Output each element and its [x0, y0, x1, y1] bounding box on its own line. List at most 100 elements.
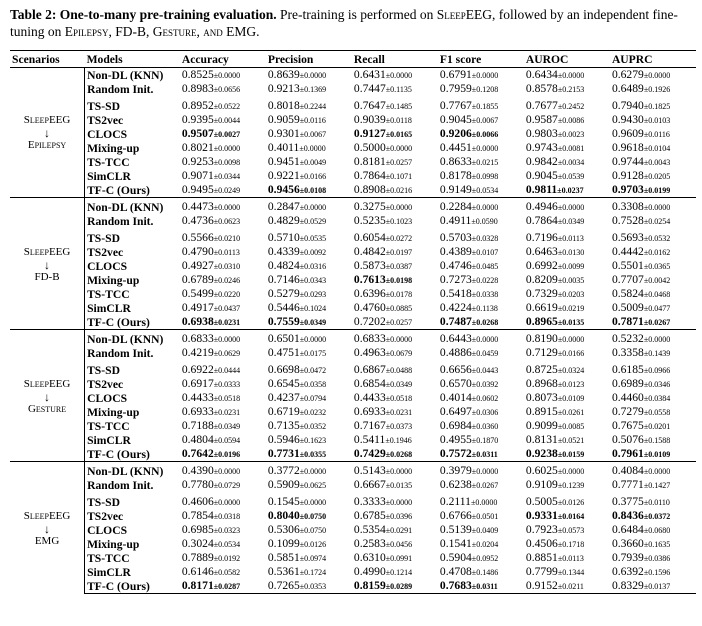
table-row: TF-C (Ours) 0.8171±0.0287 0.7265±0.0353 0.8… [10, 579, 696, 594]
metric-mean: 0.5851 [267, 551, 300, 564]
table-row: Random Init. 0.8983±0.0656 0.9213±0.1369 0.… [10, 82, 696, 96]
std-value: 0.0267 [476, 481, 499, 490]
plus-minus-symbol: ± [299, 526, 305, 535]
std-value: 0.0107 [476, 248, 499, 257]
metric-cell: 0.5143±0.0000 [351, 461, 438, 478]
metric-std: ±0.0885 [386, 304, 412, 313]
scenario-source: SleepEEG [23, 509, 71, 522]
metric-mean: 0.9618 [611, 141, 644, 154]
metric-std: ±0.1486 [472, 568, 498, 577]
metric-cell: 0.8908±0.0216 [352, 183, 438, 198]
table-row: TF-C (Ours) 0.6938±0.0231 0.7559±0.0349 0.7… [10, 315, 696, 330]
metric-cell: 0.7329±0.0203 [524, 287, 610, 301]
std-value: 0.0000 [648, 71, 671, 80]
metric-mean: 0.5418 [439, 287, 472, 300]
metric-cell: 0.9099±0.0085 [524, 419, 610, 433]
std-value: 0.0135 [390, 481, 413, 490]
std-value: 0.0000 [390, 71, 413, 80]
metric-mean: 0.6938 [181, 315, 214, 328]
metric-mean: 0.6463 [525, 245, 558, 258]
metric-mean: 0.8525 [181, 68, 214, 81]
metric-std: ±0.0000 [644, 71, 670, 80]
metric-cell: 0.6431±0.0000 [352, 68, 438, 83]
metric-mean: 0.7642 [181, 447, 214, 460]
std-value: 0.0392 [476, 380, 499, 389]
metric-std: ±0.0159 [558, 450, 584, 459]
model-name: CLOCS [87, 391, 128, 405]
std-value: 0.0237 [561, 186, 584, 195]
std-value: 0.0232 [304, 408, 327, 417]
scenario-target: FD-B [34, 270, 60, 283]
metric-mean: 0.2847 [267, 200, 300, 213]
metric-cell: 0.3775±0.0110 [610, 492, 696, 509]
std-value: 0.0261 [562, 408, 585, 417]
metric-cell: 0.7889±0.0192 [180, 551, 266, 565]
metric-cell: 0.9039±0.0118 [352, 113, 438, 127]
metric-std: ±0.0216 [386, 186, 412, 195]
std-value: 0.0113 [562, 554, 584, 563]
metric-mean: 0.5279 [267, 287, 300, 300]
metric-mean: 0.4442 [611, 245, 644, 258]
table-row: Random Init. 0.4736±0.0623 0.4829±0.0529 0.… [10, 214, 696, 228]
std-value: 0.0198 [390, 276, 413, 285]
metric-mean: 0.7854 [181, 509, 214, 522]
metric-mean: 0.5361 [267, 565, 300, 578]
plus-minus-symbol: ± [557, 276, 563, 285]
std-value: 0.0372 [648, 512, 671, 521]
metric-std: ±0.0998 [472, 172, 498, 181]
scenario-target: Epilepsy [27, 138, 67, 151]
metric-cell: 0.4451±0.0000 [438, 141, 524, 155]
std-value: 0.1439 [648, 349, 671, 358]
std-value: 0.0267 [648, 318, 671, 327]
metric-cell: 0.6185±0.0966 [610, 360, 696, 377]
metric-mean: 0.8021 [181, 141, 214, 154]
metric-cell: 0.9127±0.0165 [352, 127, 438, 141]
metric-std: ±0.0109 [558, 394, 584, 403]
table-row: SimCLR 0.9071±0.0344 0.9221±0.0166 0.7864±0… [10, 169, 696, 183]
metric-cell: 0.5139±0.0409 [438, 523, 524, 537]
metric-std: ±0.0343 [300, 276, 326, 285]
plus-minus-symbol: ± [643, 498, 649, 507]
scenario-cell: SleepEEG ↓ Epilepsy [10, 67, 86, 198]
metric-cell: 0.4224±0.1138 [438, 301, 524, 315]
metric-cell: 0.6917±0.0333 [180, 377, 266, 391]
metric-cell: 0.8725±0.0324 [524, 360, 610, 377]
metric-std: ±0.0220 [214, 290, 240, 299]
std-value: 0.0000 [562, 335, 585, 344]
plus-minus-symbol: ± [213, 335, 219, 344]
model-name: Non-DL (KNN) [84, 329, 180, 346]
std-value: 0.1138 [476, 304, 498, 313]
std-value: 0.0116 [648, 130, 670, 139]
metric-std: ±0.0000 [386, 335, 412, 344]
plus-minus-symbol: ± [471, 85, 477, 94]
std-value: 0.2452 [562, 102, 585, 111]
metric-std: ±0.0196 [214, 450, 240, 459]
metric-cell: 0.5851±0.0974 [266, 551, 352, 565]
plus-minus-symbol: ± [299, 144, 304, 153]
metric-mean: 0.4460 [611, 391, 644, 404]
std-value: 0.0000 [390, 467, 413, 476]
plus-minus-symbol: ± [385, 116, 391, 125]
std-value: 0.0192 [218, 554, 241, 563]
plus-minus-symbol: ± [299, 186, 305, 195]
metric-cell: 0.2847±0.0000 [265, 197, 352, 214]
std-value: 0.0042 [648, 276, 671, 285]
metric-std: ±0.0625 [300, 481, 326, 490]
metric-std: ±0.0365 [644, 262, 670, 271]
metric-cell: 0.4790±0.0113 [180, 245, 266, 259]
metric-std: ±0.0231 [214, 318, 240, 327]
table-row: SleepEEG ↓ EMG Non-DL (KNN) 0.4390±0.0000 0.3… [10, 461, 696, 594]
metric-cell: 0.6989±0.0346 [610, 377, 696, 391]
table-row: SleepEEG ↓ Gesture Non-DL (KNN) 0.6833±0.000… [10, 329, 696, 462]
metric-cell: 0.4433±0.0518 [352, 391, 438, 405]
metric-cell: 0.5499±0.0220 [180, 287, 266, 301]
model-name: TS-SD [87, 231, 120, 245]
metric-cell: 0.6484±0.0680 [610, 523, 696, 537]
metric-mean: 0.8725 [525, 363, 558, 376]
metric-cell: 0.9109±0.1239 [524, 478, 610, 492]
plus-minus-symbol: ± [385, 144, 391, 153]
std-value: 0.0966 [648, 366, 671, 375]
metric-cell: 0.5566±0.0210 [180, 228, 266, 245]
metric-std: ±0.0081 [558, 144, 584, 153]
metric-cell: 0.6443±0.0000 [437, 329, 524, 346]
